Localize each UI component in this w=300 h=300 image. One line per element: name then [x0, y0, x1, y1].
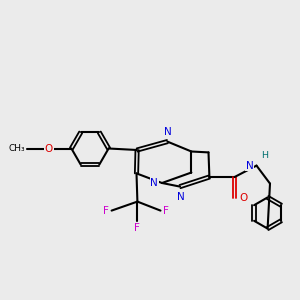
Text: N: N [177, 192, 184, 202]
Text: F: F [103, 206, 109, 216]
Text: F: F [134, 223, 140, 233]
Text: F: F [164, 206, 169, 216]
Text: O: O [44, 143, 53, 154]
Text: N: N [164, 127, 171, 137]
Text: N: N [246, 160, 254, 171]
Text: N: N [150, 178, 158, 188]
Text: CH₃: CH₃ [9, 144, 26, 153]
Text: H: H [261, 151, 268, 160]
Text: O: O [239, 193, 248, 203]
